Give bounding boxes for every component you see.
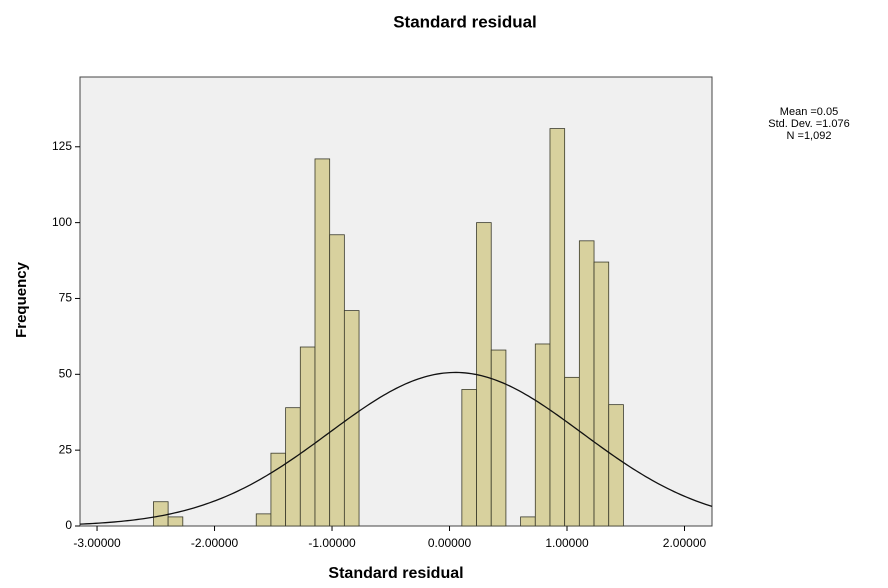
x-tick-label: 1.00000 [545,536,589,550]
bar [153,501,169,527]
bar [564,376,580,527]
y-tick-label: 50 [59,366,73,380]
chart-title: Standard residual [393,12,537,31]
stats-label: N =1,092 [787,130,832,142]
normal-curve [79,371,713,525]
x-tick-label: -2.00000 [191,536,239,550]
x-tick-label: 2.00000 [663,536,707,550]
y-tick-label: 125 [52,139,72,153]
bar [578,240,595,527]
bar [329,234,345,527]
bar [608,404,624,527]
bar [490,349,507,527]
x-axis-label: Standard residual [328,565,463,582]
bar [520,516,536,527]
bar [534,343,551,527]
y-tick-label: 0 [65,518,72,532]
y-tick-label: 25 [59,442,73,456]
bar [285,407,301,527]
bar [593,261,610,527]
y-tick-label: 100 [52,215,72,229]
bar [255,513,272,527]
bar [299,346,316,527]
bar [343,310,360,527]
bar [549,128,566,527]
bar [461,389,477,527]
bar [476,222,492,527]
bar [270,452,287,527]
stats-label: Mean =0.05 [780,106,838,118]
y-axis-label: Frequency [13,261,30,338]
x-tick-label: -1.00000 [308,536,356,550]
y-tick-label: 75 [59,291,73,305]
bar [314,158,331,527]
x-tick-label: 0.00000 [428,536,472,550]
stats-label: Std. Dev. =1.076 [768,118,849,130]
x-tick-label: -3.00000 [73,536,121,550]
bar [167,516,184,527]
